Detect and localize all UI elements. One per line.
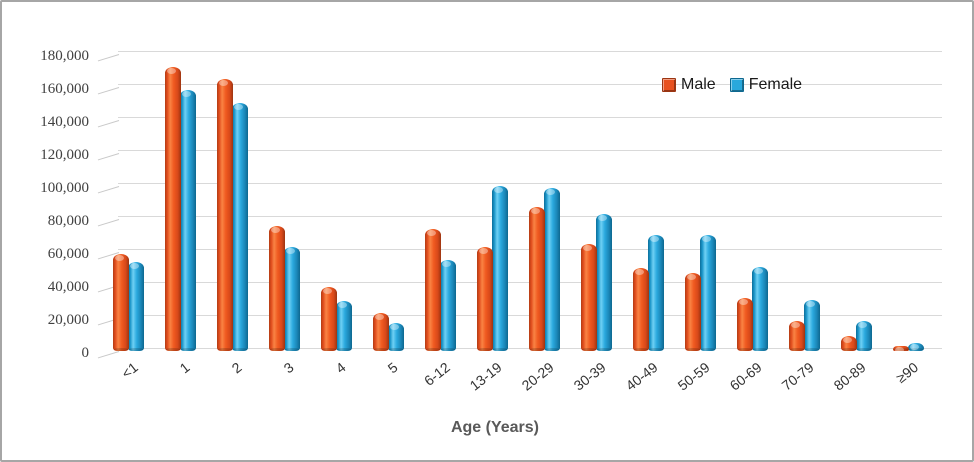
y-tick-label: 160,000: [40, 81, 89, 97]
legend-label: Male: [681, 76, 716, 93]
bar-male-70-79: [789, 321, 805, 351]
x-tick-label-60-69: 60-69: [726, 359, 765, 394]
x-tick-label-6-12: 6-12: [420, 359, 453, 389]
gridline-140,000: [118, 117, 942, 118]
y-tick-label: 140,000: [40, 114, 89, 130]
bar-female-70-79: [804, 300, 820, 351]
bar-male-30-39: [581, 244, 597, 351]
gridline-180,000: [118, 51, 942, 52]
gridline-100,000: [118, 183, 942, 184]
x-tick-label-30-39: 30-39: [570, 359, 609, 394]
x-tick-label-13-19: 13-19: [466, 359, 505, 394]
bar-female-40-49: [648, 235, 664, 351]
bar-female-<1: [128, 262, 144, 351]
bar-male-50-59: [685, 273, 701, 351]
bar-female-13-19: [492, 186, 508, 351]
bar-male-6-12: [425, 229, 441, 351]
bar-female-6-12: [440, 260, 456, 351]
x-tick-label-20-29: 20-29: [518, 359, 557, 394]
bar-female-1: [180, 90, 196, 351]
x-tick-label-2: 2: [228, 359, 245, 377]
y-tick-label: 80,000: [47, 213, 89, 229]
x-tick-label-<1: <1: [118, 359, 141, 382]
y-tick-label: 180,000: [40, 48, 89, 64]
bar-male-13-19: [477, 247, 493, 351]
bar-male-≥90: [893, 346, 909, 353]
y-tick-label: 0: [81, 345, 90, 361]
bar-female-50-59: [700, 235, 716, 351]
x-tick-label-1: 1: [176, 359, 193, 377]
bar-female-3: [284, 247, 300, 351]
chart-legend: Male Female: [662, 76, 816, 94]
legend-item-male: Male: [662, 76, 716, 94]
bar-female-30-39: [596, 214, 612, 351]
bar-female-20-29: [544, 188, 560, 351]
y-tick-label: 20,000: [47, 312, 89, 328]
gridline-lead-in: [97, 87, 120, 95]
gridline-lead-in: [97, 219, 120, 227]
x-axis-title: Age (Years): [450, 419, 540, 436]
bar-male-1: [165, 67, 181, 351]
x-tick-label-≥90: ≥90: [892, 359, 921, 386]
bar-female-4: [336, 301, 352, 351]
gridline-lead-in: [97, 120, 120, 128]
legend-label: Female: [748, 76, 803, 93]
legend-item-female: Female: [729, 76, 803, 94]
gridline-lead-in: [97, 351, 120, 359]
bar-female-2: [232, 103, 248, 351]
gridline-lead-in: [97, 54, 120, 62]
y-tick-label: 60,000: [47, 246, 89, 262]
y-tick-label: 40,000: [47, 279, 89, 295]
bar-male-80-89: [841, 336, 857, 351]
y-tick-label: 120,000: [40, 147, 89, 163]
x-tick-label-70-79: 70-79: [778, 359, 817, 394]
bar-male-40-49: [633, 268, 649, 351]
x-tick-label-40-49: 40-49: [622, 359, 661, 394]
bar-male-5: [373, 313, 389, 351]
y-tick-label: 100,000: [40, 180, 89, 196]
x-tick-label-50-59: 50-59: [674, 359, 713, 394]
bar-female-5: [388, 323, 404, 351]
bar-male-20-29: [529, 207, 545, 351]
gridline-lead-in: [97, 153, 120, 161]
legend-swatch-male: [662, 78, 676, 92]
x-tick-label-80-89: 80-89: [830, 359, 869, 394]
bar-male-2: [217, 79, 233, 351]
bar-female-60-69: [752, 267, 768, 351]
gridline-160,000: [118, 84, 942, 85]
bar-male-3: [269, 226, 285, 351]
x-tick-label-4: 4: [332, 359, 349, 377]
bar-female-≥90: [908, 343, 924, 351]
x-tick-label-3: 3: [280, 359, 297, 377]
x-tick-label-5: 5: [384, 359, 401, 377]
gridline-120,000: [118, 150, 942, 151]
bar-male-4: [321, 287, 337, 351]
bar-female-80-89: [856, 321, 872, 351]
bar-male-60-69: [737, 298, 753, 351]
gridline-lead-in: [97, 186, 120, 194]
legend-swatch-female: [729, 78, 744, 92]
bar-male-<1: [113, 254, 129, 351]
